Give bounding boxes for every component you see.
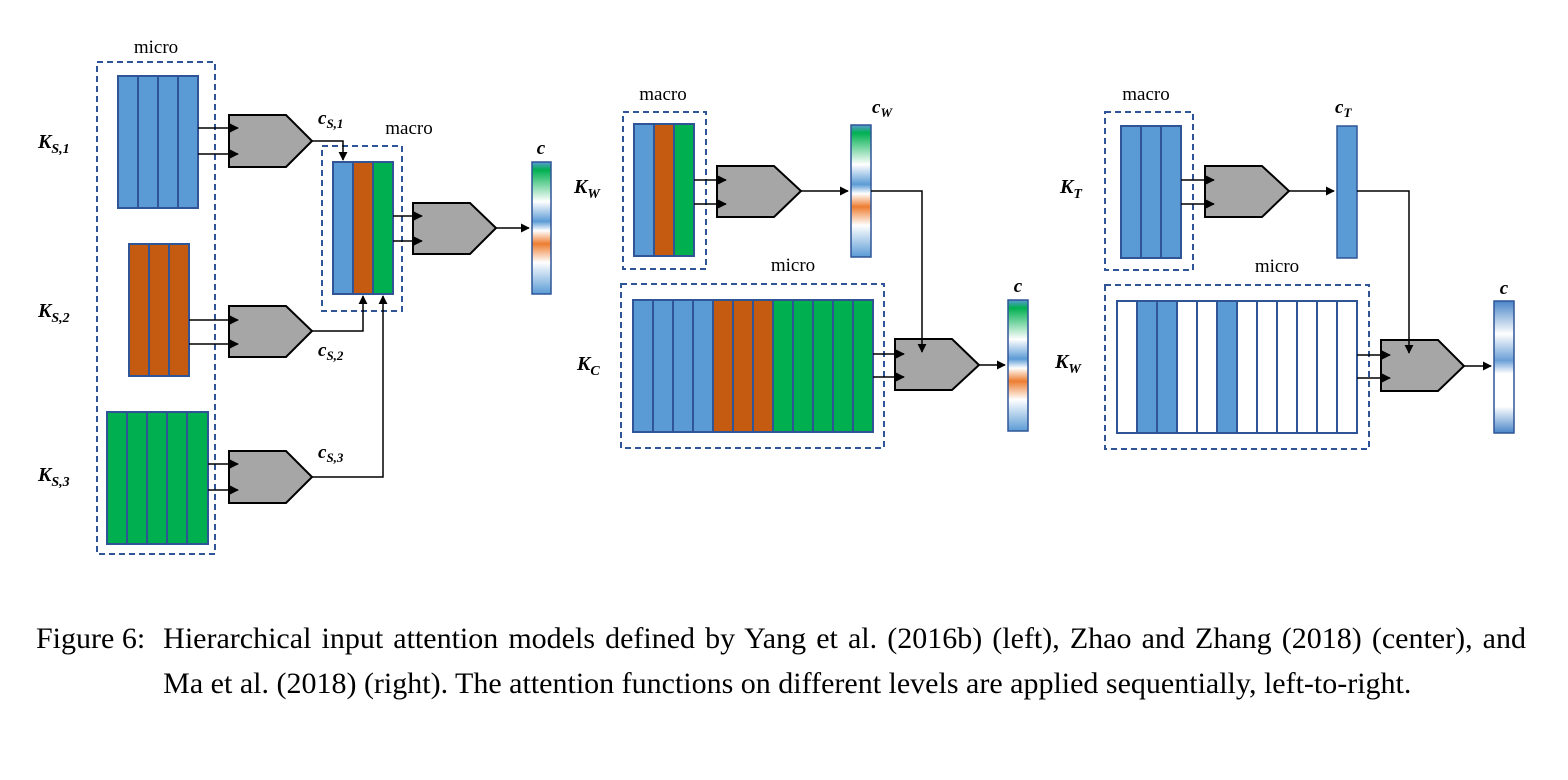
attention-unit-s2	[228, 305, 314, 358]
key-block-s2	[128, 243, 190, 377]
key-label-s2: KS,2	[37, 300, 70, 326]
left-macro-label: macro	[385, 118, 432, 139]
right-micro-frame	[1104, 284, 1370, 450]
key-label-w-center: KW	[573, 176, 601, 202]
key-label-s3: KS,3	[37, 464, 70, 490]
left-output-vector	[531, 161, 552, 295]
key-block-s3	[106, 411, 209, 545]
right-macro-label: macro	[1122, 84, 1169, 105]
right-output-label: c	[1500, 278, 1509, 299]
center-macro-arrows	[694, 175, 849, 209]
right-micro-block	[1116, 300, 1358, 434]
right-micro-label: micro	[1255, 256, 1299, 277]
attention-unit-right-micro	[1380, 339, 1466, 392]
figure-caption: Figure 6: Hierarchical input attention m…	[36, 616, 1526, 706]
key-label-w-right: KW	[1054, 351, 1082, 377]
left-input-arrows	[189, 123, 239, 495]
right-output-vector	[1493, 300, 1515, 434]
attention-unit-left-macro	[412, 202, 498, 255]
figure-number: Figure 6:	[36, 622, 146, 655]
attention-diagram: micro KS,1 KS,2 KS,3 macr	[37, 37, 1515, 555]
context-vector-t	[1336, 125, 1358, 259]
center-output-label: c	[1014, 276, 1023, 297]
center-micro-frame	[620, 283, 885, 449]
attention-unit-s1	[228, 114, 314, 168]
caption-text: Hierarchical input attention models defi…	[163, 622, 1526, 700]
attention-unit-right-macro	[1204, 165, 1291, 218]
center-macro-label: macro	[639, 84, 686, 105]
center-micro-label: micro	[771, 255, 815, 276]
attention-unit-center-macro	[716, 165, 803, 218]
key-label-c: KC	[576, 353, 600, 379]
key-block-s1	[117, 75, 199, 209]
center-micro-block	[632, 299, 874, 433]
key-label-s1: KS,1	[37, 131, 70, 157]
left-context-arrows	[312, 140, 388, 478]
right-macro-block	[1120, 125, 1182, 259]
left-panel: micro KS,1 KS,2 KS,3 macr	[37, 37, 552, 555]
left-micro-label: micro	[134, 37, 178, 58]
left-micro-frame	[96, 61, 216, 555]
context-label-w: cW	[872, 97, 893, 120]
attention-unit-s3	[228, 450, 314, 504]
context-vector-w	[850, 124, 872, 258]
center-panel: macro KW cW micro KC	[573, 84, 1029, 449]
left-macro-block	[332, 161, 394, 295]
context-label-s1: cS,1	[318, 108, 343, 131]
context-label-s3: cS,3	[318, 442, 344, 465]
context-label-s2: cS,2	[318, 340, 344, 363]
left-output-label: c	[537, 138, 546, 159]
left-macro-frame	[321, 145, 403, 312]
right-macro-arrows	[1181, 175, 1335, 209]
right-micro-arrows	[1357, 190, 1492, 383]
center-macro-frame	[622, 111, 707, 270]
center-macro-block	[633, 123, 695, 257]
context-label-t: cT	[1335, 97, 1352, 120]
attention-unit-center-micro	[894, 338, 981, 391]
right-panel: macro KT cT micro KW	[1054, 84, 1515, 450]
center-output-vector	[1007, 299, 1029, 432]
right-macro-frame	[1104, 111, 1194, 271]
key-label-t: KT	[1059, 176, 1083, 202]
center-micro-arrows	[871, 190, 1006, 382]
left-macro-input-arrows	[393, 211, 530, 246]
